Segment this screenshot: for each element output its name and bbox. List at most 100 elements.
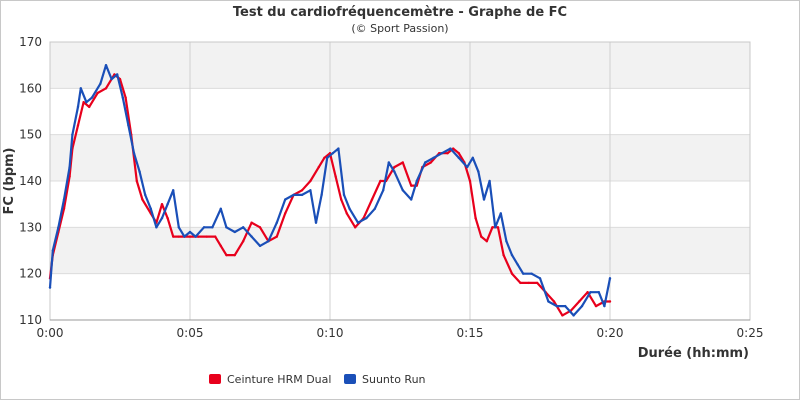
data-point (494, 226, 497, 229)
data-point (110, 77, 113, 81)
data-point (365, 216, 368, 220)
data-point (82, 101, 85, 104)
data-point (432, 156, 435, 160)
data-point (480, 235, 483, 238)
data-point (589, 291, 592, 294)
data-point (488, 179, 491, 183)
data-point (334, 175, 337, 178)
data-point (597, 291, 600, 294)
data-point (340, 198, 343, 201)
data-point (166, 216, 169, 220)
y-tick-label: 110 (19, 313, 42, 327)
data-point (429, 161, 432, 164)
data-point (309, 189, 312, 192)
legend-item-ceinture[interactable]: Ceinture HRM Dual (209, 373, 331, 386)
data-point (76, 105, 80, 109)
legend-item-suunto[interactable]: Suunto Run (344, 373, 426, 386)
data-point (530, 272, 533, 275)
data-point (387, 161, 390, 164)
data-point (250, 235, 253, 238)
chart-title: Test du cardiofréquencemètre - Graphe de… (233, 5, 567, 20)
data-point (177, 226, 180, 229)
data-point (337, 147, 340, 150)
data-point (144, 193, 147, 197)
data-point (68, 165, 71, 169)
data-point (71, 133, 74, 136)
data-point (457, 152, 460, 155)
data-point (138, 170, 141, 173)
data-point (323, 156, 326, 160)
data-point (309, 179, 312, 183)
data-point (608, 277, 612, 280)
data-point (536, 281, 539, 285)
data-point (116, 73, 119, 76)
data-point (225, 253, 228, 257)
data-point (382, 189, 385, 192)
data-point (160, 202, 164, 206)
data-point (124, 96, 127, 99)
data-point (424, 161, 427, 164)
data-point (496, 226, 500, 229)
data-point (219, 244, 222, 248)
data-point (485, 240, 488, 243)
data-point (586, 291, 589, 294)
data-point (225, 226, 228, 229)
data-point (205, 235, 208, 238)
data-point (572, 314, 575, 317)
data-point (183, 235, 186, 238)
x-tick-label: 0:10 (317, 326, 344, 340)
data-point (242, 240, 245, 243)
data-point (510, 253, 514, 257)
data-point (96, 91, 99, 95)
data-point (440, 152, 444, 155)
grid-band (50, 134, 750, 181)
data-point (197, 235, 200, 238)
data-point (317, 165, 320, 169)
data-point (121, 96, 125, 99)
data-point (457, 156, 460, 160)
data-point (188, 235, 192, 238)
data-point (62, 207, 66, 210)
data-point (482, 198, 486, 201)
data-point (57, 226, 60, 229)
data-point (267, 240, 270, 243)
data-point (379, 179, 382, 183)
grid-band (50, 227, 750, 274)
data-point (275, 221, 278, 224)
data-point (552, 300, 556, 303)
data-point (51, 249, 54, 252)
legend-label-suunto: Suunto Run (362, 373, 426, 386)
data-point (172, 235, 175, 238)
data-point (292, 193, 295, 197)
data-point (555, 304, 558, 308)
data-point (194, 235, 197, 238)
data-point (331, 152, 334, 155)
data-point (466, 165, 469, 169)
data-point (348, 207, 351, 210)
data-point (233, 230, 236, 234)
data-point (135, 179, 138, 183)
data-point (401, 161, 404, 164)
data-point (76, 124, 80, 127)
data-point (608, 300, 612, 303)
data-point (104, 87, 108, 90)
data-point (538, 277, 542, 280)
data-point (160, 216, 164, 220)
data-point (452, 147, 455, 150)
data-point (320, 193, 323, 197)
chart-subtitle: (© Sport Passion) (351, 22, 448, 35)
y-tick-label: 120 (19, 267, 42, 281)
data-point (580, 304, 584, 308)
data-point (603, 304, 606, 308)
y-tick-label: 150 (19, 128, 42, 142)
data-point (188, 230, 192, 234)
data-point (370, 198, 374, 201)
data-point (522, 272, 525, 275)
data-point (284, 212, 287, 215)
data-point (354, 226, 357, 229)
grid (49, 41, 751, 321)
x-tick-label: 0:15 (457, 326, 484, 340)
data-point (578, 300, 581, 303)
y-tick-label: 140 (19, 174, 42, 188)
